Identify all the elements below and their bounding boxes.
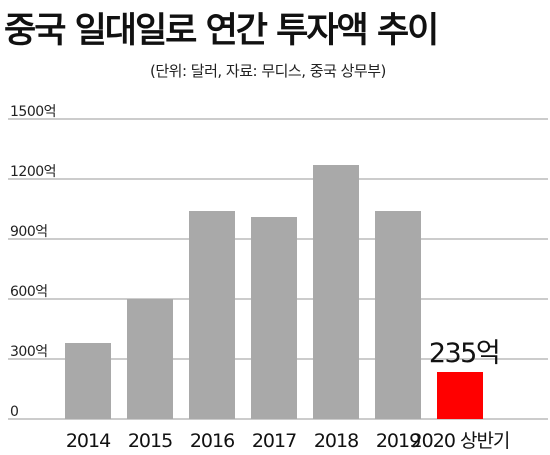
data-label: 235억 [429, 338, 499, 369]
bar [65, 343, 111, 419]
bar [437, 372, 483, 419]
y-tick-label: 600억 [10, 284, 48, 300]
x-tick-label: 2019 [376, 430, 420, 452]
y-tick-label: 900억 [10, 224, 48, 240]
bar [189, 211, 235, 419]
y-tick-label: 1200억 [10, 164, 56, 180]
x-tick-label: 2017 [252, 430, 296, 452]
x-tick-label: 2014 [66, 430, 111, 452]
y-tick-label: 0 [10, 404, 18, 420]
x-tick-label: 2018 [314, 430, 358, 452]
bar [313, 165, 359, 419]
bar [375, 211, 421, 419]
chart-title: 중국 일대일로 연간 투자액 추이 [4, 11, 439, 51]
y-tick-label: 1500억 [10, 104, 56, 120]
x-tick-label: 2016 [190, 430, 234, 452]
bar [251, 217, 297, 419]
bar [127, 299, 173, 419]
chart-subtitle: (단위: 달러, 자료: 무디스, 중국 상무부) [150, 62, 386, 80]
x-tick-label: 2015 [128, 430, 172, 452]
y-tick-label: 300억 [10, 344, 48, 360]
x-tick-label: 2020 상반기 [411, 430, 510, 452]
